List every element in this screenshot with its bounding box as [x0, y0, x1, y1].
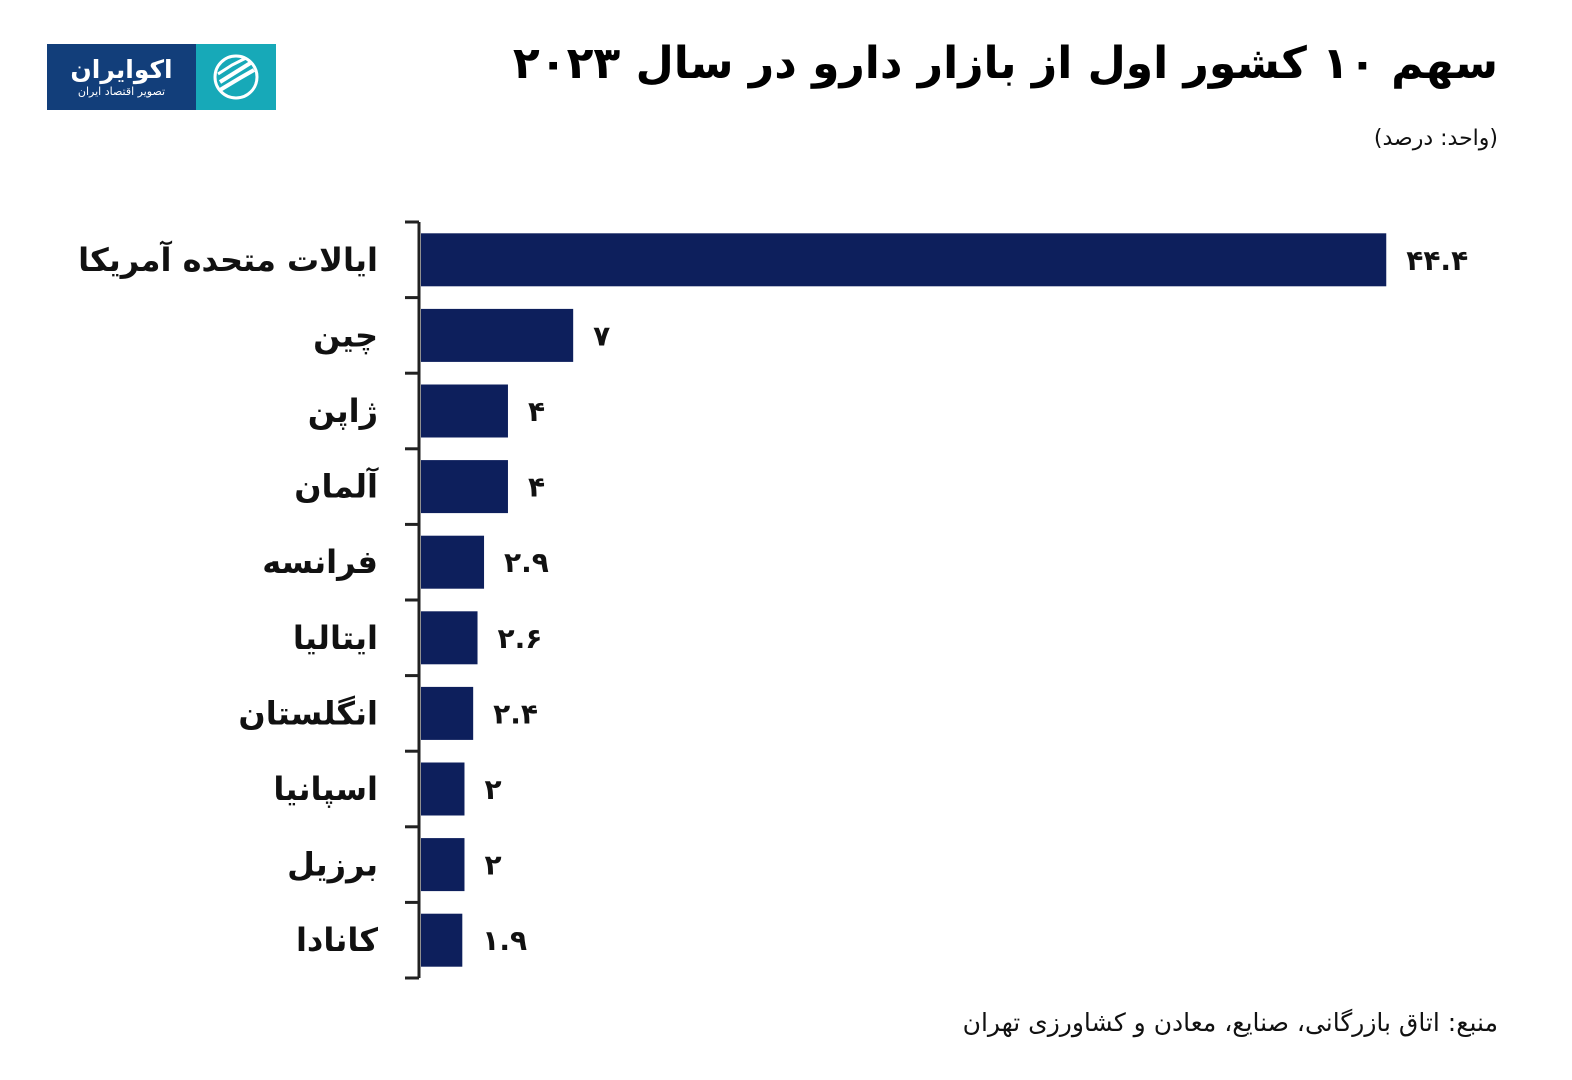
category-label: چین	[313, 316, 378, 354]
value-label: ۲.۴	[493, 697, 538, 730]
bar	[421, 460, 508, 514]
bar	[421, 384, 508, 438]
category-label: ایالات متحده آمریکا	[78, 240, 378, 279]
bar	[421, 913, 463, 967]
value-label: ۴	[528, 395, 545, 428]
value-label: ۲	[484, 773, 501, 806]
logo-mark-icon	[196, 44, 276, 110]
logo: اکوایران تصویر اقتصاد ایران	[47, 44, 276, 110]
logo-tagline: تصویر اقتصاد ایران	[77, 85, 166, 98]
bar	[421, 838, 465, 892]
bar	[421, 611, 478, 665]
value-label: ۴۴.۴	[1406, 244, 1468, 277]
category-label: ژاپن	[308, 392, 378, 430]
bar	[421, 233, 1387, 287]
value-label: ۲.۶	[498, 622, 543, 655]
chart-title: سهم ۱۰ کشور اول از بازار دارو در سال ۲۰۲…	[512, 38, 1498, 89]
category-label: اسپانیا	[273, 770, 378, 808]
value-label: ۴	[528, 471, 545, 504]
value-label: ۷	[593, 319, 610, 352]
logo-text: اکوایران تصویر اقتصاد ایران	[47, 44, 196, 110]
value-label: ۱.۹	[482, 924, 527, 957]
category-label: آلمان	[294, 467, 379, 506]
category-label: برزیل	[287, 846, 378, 884]
logo-name: اکوایران	[70, 55, 173, 84]
bar	[421, 686, 474, 740]
category-label: انگلستان	[238, 694, 378, 732]
unit-label: (واحد: درصد)	[1373, 126, 1498, 151]
bar	[421, 308, 574, 362]
category-label: فرانسه	[262, 543, 378, 581]
category-label: کانادا	[296, 921, 378, 959]
bar	[421, 535, 485, 589]
value-label: ۲	[484, 849, 501, 882]
category-label: ایتالیا	[293, 619, 378, 657]
value-label: ۲.۹	[504, 546, 549, 579]
bar	[421, 762, 465, 816]
source-note: منبع: اتاق بازرگانی، صنایع، معادن و کشاو…	[962, 1008, 1498, 1037]
